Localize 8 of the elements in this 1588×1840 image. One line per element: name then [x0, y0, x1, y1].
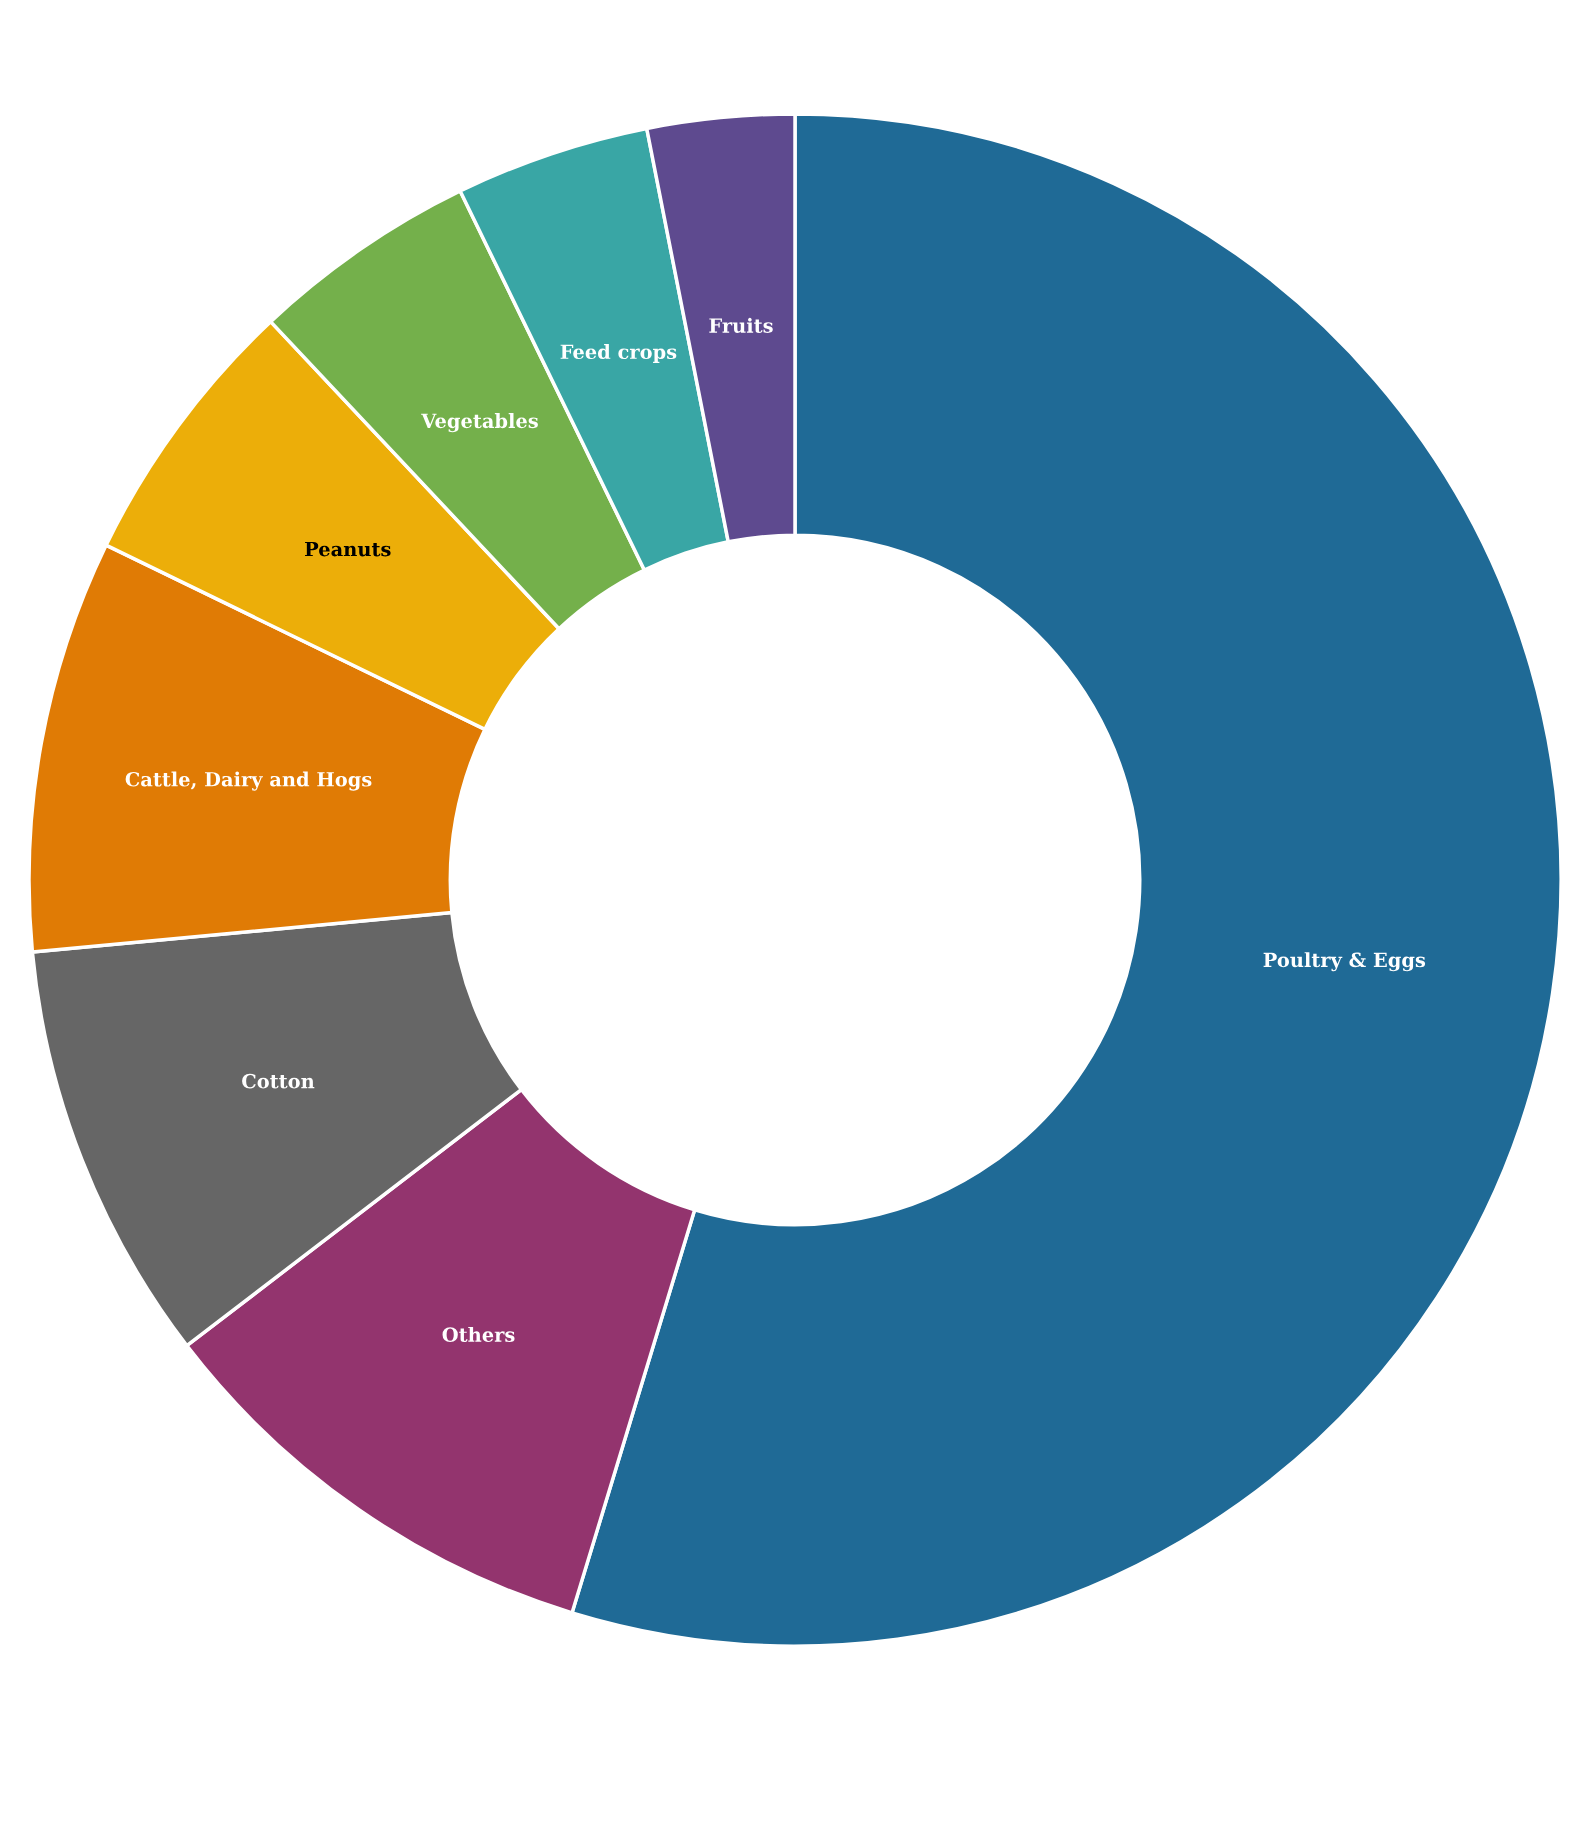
slice-label: Poultry & Eggs	[1263, 952, 1426, 972]
slice-label: Peanuts	[305, 541, 391, 557]
slice-label: Vegetables	[421, 413, 538, 433]
slice-label: Cattle, Dairy and Hogs	[125, 771, 372, 791]
slice-label: Fruits	[709, 317, 773, 333]
slice-label: Cotton	[242, 1073, 315, 1089]
slice-label: Feed crops	[560, 344, 677, 363]
slice-label: Others	[442, 1326, 515, 1342]
